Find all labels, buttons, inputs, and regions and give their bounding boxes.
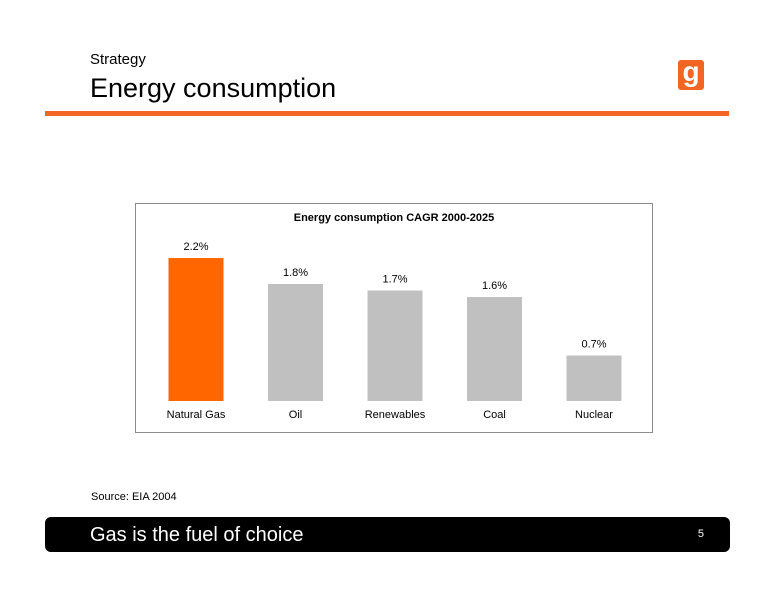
chart-title: Energy consumption CAGR 2000-2025	[294, 212, 495, 224]
brand-logo: g	[678, 56, 704, 90]
data-label: 1.6%	[482, 280, 507, 292]
slide-title: Energy consumption	[90, 73, 337, 103]
bar-nuclear	[566, 355, 622, 401]
category-label: Oil	[289, 409, 302, 421]
data-label: 1.8%	[283, 267, 308, 279]
category-label: Renewables	[365, 409, 426, 421]
category-label: Natural Gas	[167, 409, 226, 421]
data-label: 0.7%	[581, 339, 606, 351]
source-note: Source: EIA 2004	[91, 491, 177, 503]
bar-renewables	[367, 290, 423, 401]
page-number: 5	[697, 528, 704, 540]
slide-section-label: Strategy	[90, 51, 146, 68]
bar-natural-gas	[168, 258, 224, 401]
bar-oil	[268, 284, 323, 401]
footer-bar: Gas is the fuel of choice 5	[45, 517, 730, 552]
logo-glyph: g	[682, 56, 700, 87]
footer-message: Gas is the fuel of choice	[90, 524, 304, 546]
category-label: Nuclear	[575, 409, 613, 421]
bar-coal	[467, 297, 522, 401]
chart-container: Energy consumption CAGR 2000-2025 2.2% Na…	[135, 203, 653, 433]
data-label: 1.7%	[382, 274, 407, 286]
title-divider	[45, 111, 729, 116]
bar-chart: Energy consumption CAGR 2000-2025 2.2% Na…	[167, 212, 622, 421]
category-label: Coal	[483, 409, 506, 421]
data-label: 2.2%	[183, 241, 208, 253]
